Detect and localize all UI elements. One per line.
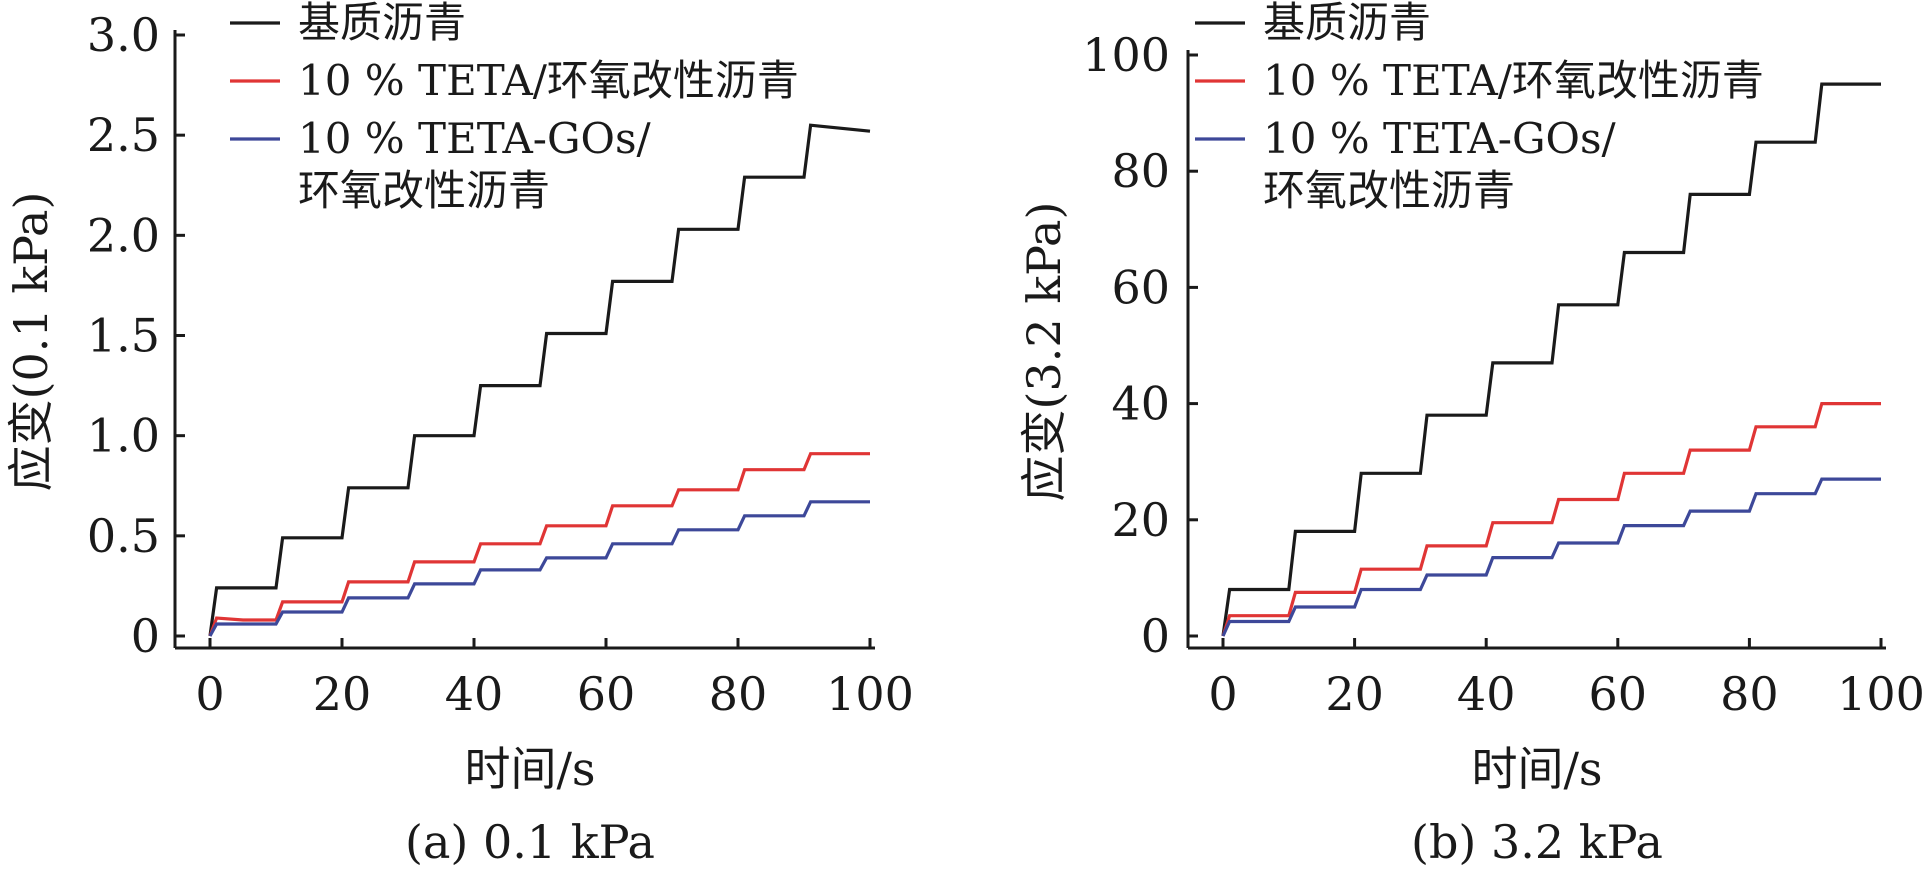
y-tick-label: 3.0 xyxy=(87,8,160,62)
legend-label-2: 10 % TETA/环氧改性沥青 xyxy=(1263,56,1764,105)
legend-label-2: 10 % TETA/环氧改性沥青 xyxy=(298,56,799,105)
y-tick-label: 0 xyxy=(1141,609,1170,663)
x-tick-label: 60 xyxy=(577,667,636,721)
y-tick-label: 2.0 xyxy=(87,208,160,262)
y-tick-label: 1.0 xyxy=(87,409,160,463)
y-tick-label: 2.5 xyxy=(87,108,160,162)
y-axis-title: 应变(3.2 kPa) xyxy=(1017,202,1071,502)
x-tick-label: 20 xyxy=(313,667,372,721)
legend-label-1: 基质沥青 xyxy=(1263,0,1431,47)
y-tick-label: 1.5 xyxy=(87,309,160,363)
legend-label-3: 环氧改性沥青 xyxy=(1263,166,1515,215)
x-axis-title: 时间/s xyxy=(1471,742,1602,796)
x-tick-label: 20 xyxy=(1325,667,1384,721)
legend-label-3: 10 % TETA-GOs/ xyxy=(298,114,652,163)
series-line-2 xyxy=(208,452,870,637)
x-tick-label: 100 xyxy=(826,667,914,721)
x-tick-label: 0 xyxy=(1208,667,1237,721)
y-tick-label: 80 xyxy=(1111,144,1170,198)
x-tick-label: 80 xyxy=(1720,667,1779,721)
x-tick-label: 40 xyxy=(445,667,504,721)
panel-caption: (b) 3.2 kPa xyxy=(1411,815,1663,869)
series-line-1 xyxy=(1221,82,1881,637)
y-axis-title: 应变(0.1 kPa) xyxy=(4,192,58,492)
x-tick-label: 80 xyxy=(709,667,768,721)
chart-panel-a: 0 0.5 1.0 1.5 2.0 2.5 3.0 0 20 40 60 80 100 时间/s 应变(0.… xyxy=(4,0,914,869)
series-line-3 xyxy=(208,500,870,637)
y-tick-label: 20 xyxy=(1111,493,1170,547)
x-axis-title: 时间/s xyxy=(464,742,595,796)
x-tick-label: 60 xyxy=(1589,667,1648,721)
y-tick-label: 40 xyxy=(1111,377,1170,431)
legend: 基质沥青 10 % TETA/环氧改性沥青 10 % TETA-GOs/环氧改性沥青 xyxy=(1195,0,1764,215)
panel-caption: (a) 0.1 kPa xyxy=(405,815,655,869)
legend-label-3: 环氧改性沥青 xyxy=(298,166,550,215)
x-tick-label: 0 xyxy=(195,667,224,721)
y-tick-label: 60 xyxy=(1111,260,1170,314)
y-tick-label: 0 xyxy=(131,609,160,663)
x-tick-label: 40 xyxy=(1457,667,1516,721)
series-line-1 xyxy=(208,123,871,637)
legend-label-1: 基质沥青 xyxy=(298,0,466,47)
chart-panel-b: 0 20 40 60 80 100 0 20 40 60 80 100 时间/s 应变(3.2 kPa) (… xyxy=(1017,0,1925,869)
legend: 基质沥青 10 % TETA/环氧改性沥青 10 % TETA-GOs/环氧改性沥青 xyxy=(230,0,799,215)
series-line-2 xyxy=(1221,402,1881,637)
x-tick-label: 100 xyxy=(1837,667,1925,721)
y-tick-label: 0.5 xyxy=(87,509,160,563)
series-line-3 xyxy=(1221,477,1881,637)
legend-label-3: 10 % TETA-GOs/ xyxy=(1263,114,1617,163)
y-tick-label: 100 xyxy=(1082,28,1170,82)
